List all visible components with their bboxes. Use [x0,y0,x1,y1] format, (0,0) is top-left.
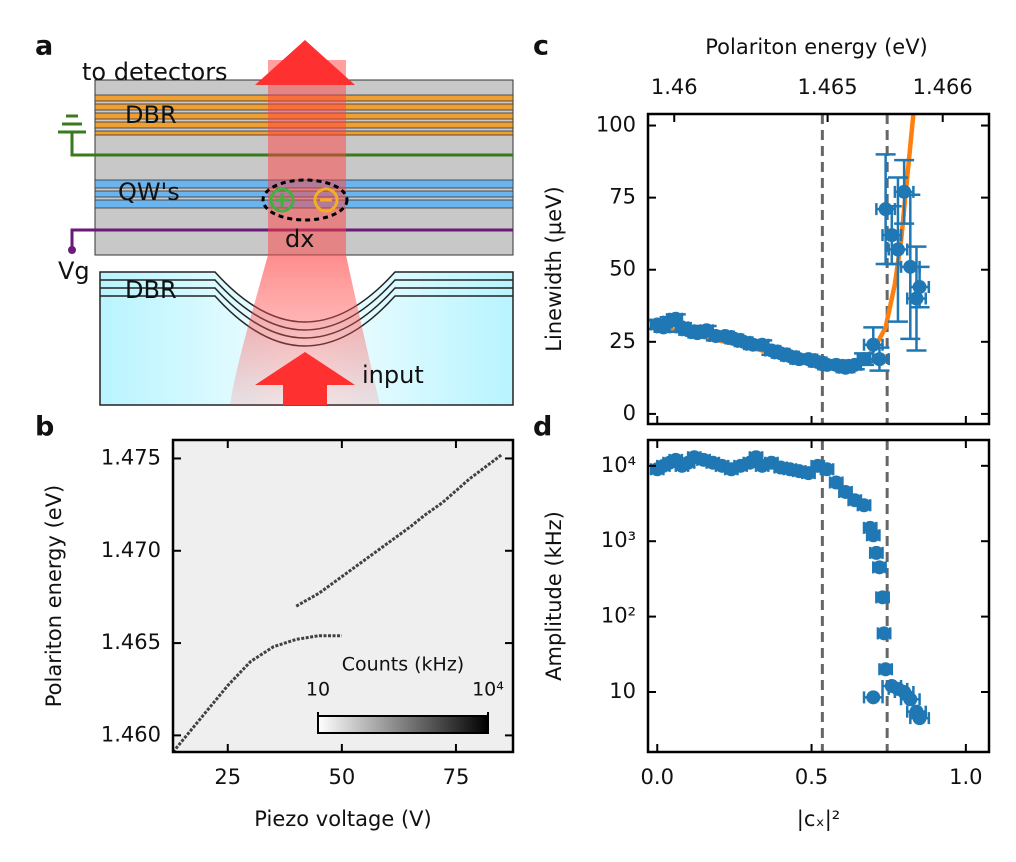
colorbar-tick-label: 10⁴ [472,679,504,701]
plot-area [648,114,931,424]
data-point [857,498,872,513]
input-arrow [255,352,355,385]
hole [275,193,289,207]
data-point [912,711,927,726]
diagram: to detectors DBR QW's dx Vg DBR input [58,40,514,406]
y-tick-label: 10 [609,679,636,703]
y-axis-label: Amplitude (kHz) [542,511,566,681]
branch [171,634,342,753]
label: to detectors [82,58,228,86]
y-tick-label: 50 [609,257,636,281]
panel-label: a [35,31,53,62]
data-point [912,280,927,295]
y-tick-label: 10⁴ [601,453,636,477]
x-tick-label: 50 [328,765,355,789]
plot-area [171,453,503,753]
data-point [866,528,881,543]
y-tick-label: 1.465 [101,630,161,654]
axes-frame [646,438,991,754]
x-tick-label: 25 [214,765,241,789]
data-point [869,545,884,560]
axes-frame [646,112,991,426]
y-tick-label: 100 [596,113,636,137]
data-point [819,462,834,477]
data-point [866,690,881,705]
y-tick-label: 25 [609,329,636,353]
data-point [890,242,905,257]
data-point [857,352,872,367]
data-point [878,662,893,677]
x2-axis-label: Polariton energy (eV) [705,35,928,59]
hole [269,187,295,213]
gate-wire [70,228,513,250]
label: DBR [125,276,177,304]
heatmap-background [173,440,513,752]
y-tick-label: 10² [601,604,636,628]
axes-frame [171,438,515,754]
input-arrow [283,385,327,405]
data-point [872,352,887,367]
panel-label: d [533,412,552,443]
label: DBR [125,101,177,129]
data-point [877,626,892,641]
y-tick-label: 75 [609,185,636,209]
colorbar-tick-label: 10 [306,679,330,701]
data-point [903,692,918,707]
y-axis-label: Polariton energy (eV) [42,485,66,708]
data-point [884,228,899,243]
label: dx [285,225,314,253]
electron [313,187,339,213]
beam [268,60,346,255]
panel-label: b [35,412,54,443]
ground [58,114,86,134]
x2-tick-label: 1.46 [651,75,698,99]
label: input [362,361,424,389]
data-point [872,560,887,575]
y-axis-label: Linewidth (µeV) [542,186,566,351]
x-axis-label: Piezo voltage (V) [254,807,431,831]
x-tick-label: 0.5 [795,765,828,789]
data-point [878,202,893,217]
gate-wire [70,132,513,157]
output-arrow [255,40,355,85]
exciton [261,178,349,222]
y-tick-label: 1.470 [101,538,161,562]
x-tick-label: 75 [443,765,470,789]
beam [230,255,380,405]
x2-tick-label: 1.465 [798,75,858,99]
label: QW's [118,178,180,206]
data-point [897,184,912,199]
y-tick-label: 10³ [601,528,636,552]
label: Vg [58,257,90,285]
colorbar [317,715,489,734]
x2-tick-label: 1.466 [913,75,973,99]
y-tick-label: 1.460 [101,722,161,746]
x-tick-label: 1.0 [949,765,982,789]
plot-area [649,440,931,752]
data-point [875,590,890,605]
panel-label: c [533,31,549,62]
x-axis-label: |cₓ|² [797,807,840,832]
colorbar-label: Counts (kHz) [342,654,464,676]
data-point [866,337,881,352]
x-tick-label: 0.0 [641,765,674,789]
y-tick-label: 1.475 [101,445,161,469]
y-tick-label: 0 [623,401,636,425]
terminal [68,246,76,254]
